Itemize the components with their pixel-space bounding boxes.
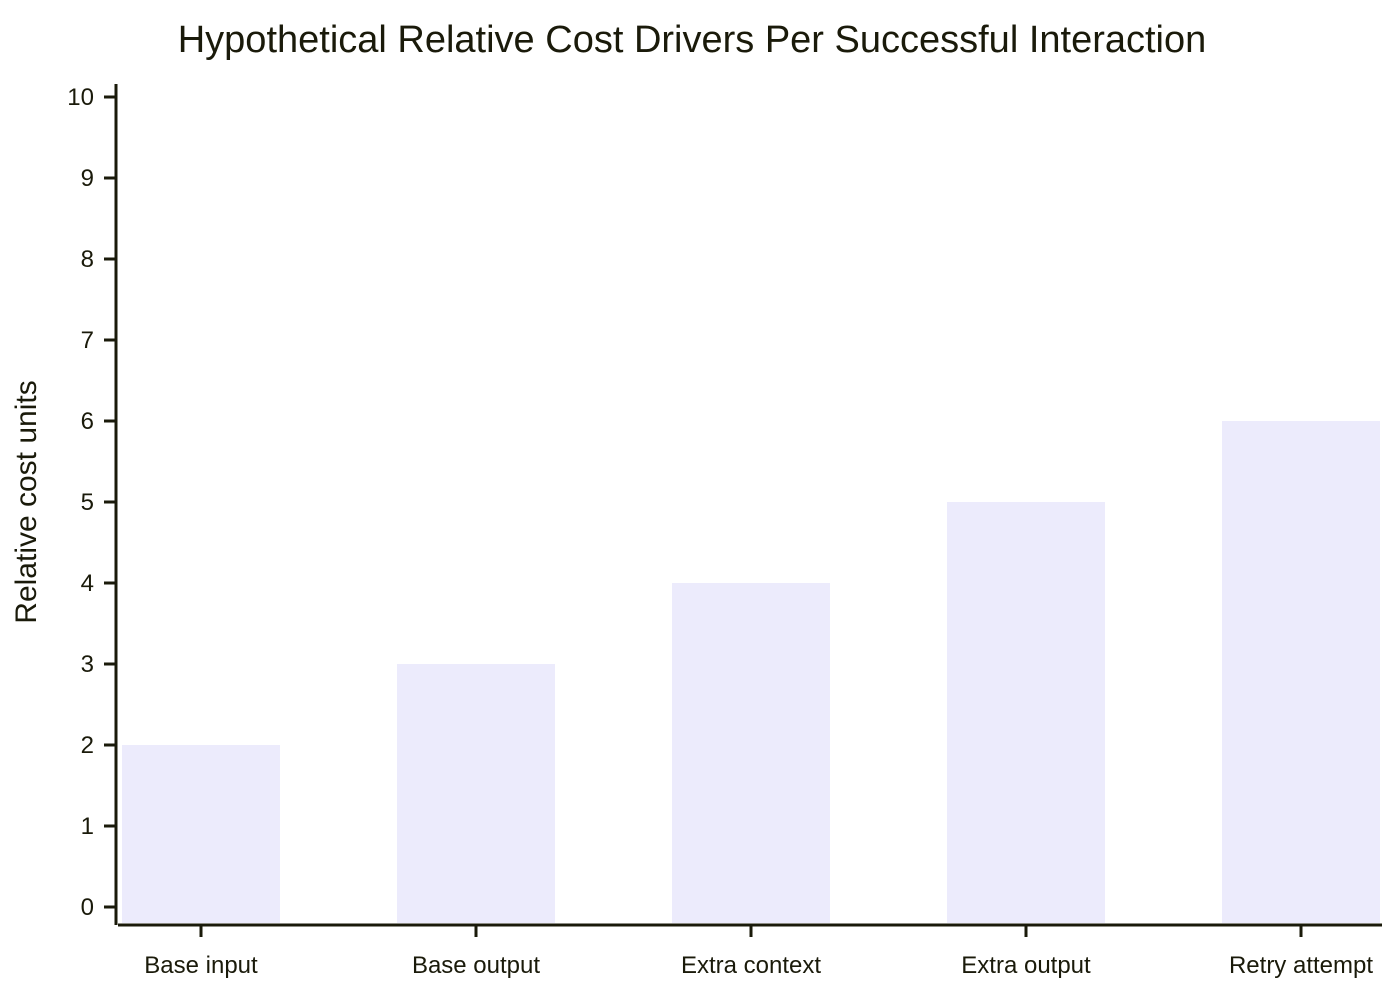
bar-base-output: [397, 664, 555, 923]
y-tick-label: 5: [81, 489, 94, 516]
y-tick-label: 10: [67, 84, 94, 111]
y-tick-label: 8: [81, 246, 94, 273]
y-tick-label: 6: [81, 408, 94, 435]
y-tick-label: 7: [81, 327, 94, 354]
bar-retry-attempt: [1222, 421, 1380, 923]
y-tick-label: 2: [81, 732, 94, 759]
y-tick-label: 4: [81, 570, 94, 597]
y-tick-label: 0: [81, 894, 94, 921]
x-tick-label: Base output: [412, 952, 540, 979]
y-axis-label: Relative cost units: [10, 380, 43, 623]
bar-extra-output: [947, 502, 1105, 923]
y-tick-label: 3: [81, 651, 94, 678]
bars-group: [122, 421, 1380, 923]
bar-extra-context: [672, 583, 830, 923]
y-axis-ticks: 0 1 2 3 4 5 6 7 8 9 10: [67, 84, 116, 921]
y-tick-label: 9: [81, 165, 94, 192]
x-tick-label: Extra output: [961, 952, 1091, 979]
x-tick-label: Base input: [144, 952, 258, 979]
chart-title: Hypothetical Relative Cost Drivers Per S…: [178, 19, 1207, 61]
x-tick-label: Retry attempt: [1229, 952, 1373, 979]
bar-base-input: [122, 745, 280, 923]
x-tick-label: Extra context: [681, 952, 821, 979]
y-tick-label: 1: [81, 813, 94, 840]
x-axis-ticks: Base input Base output Extra context Extra …: [144, 925, 1373, 979]
